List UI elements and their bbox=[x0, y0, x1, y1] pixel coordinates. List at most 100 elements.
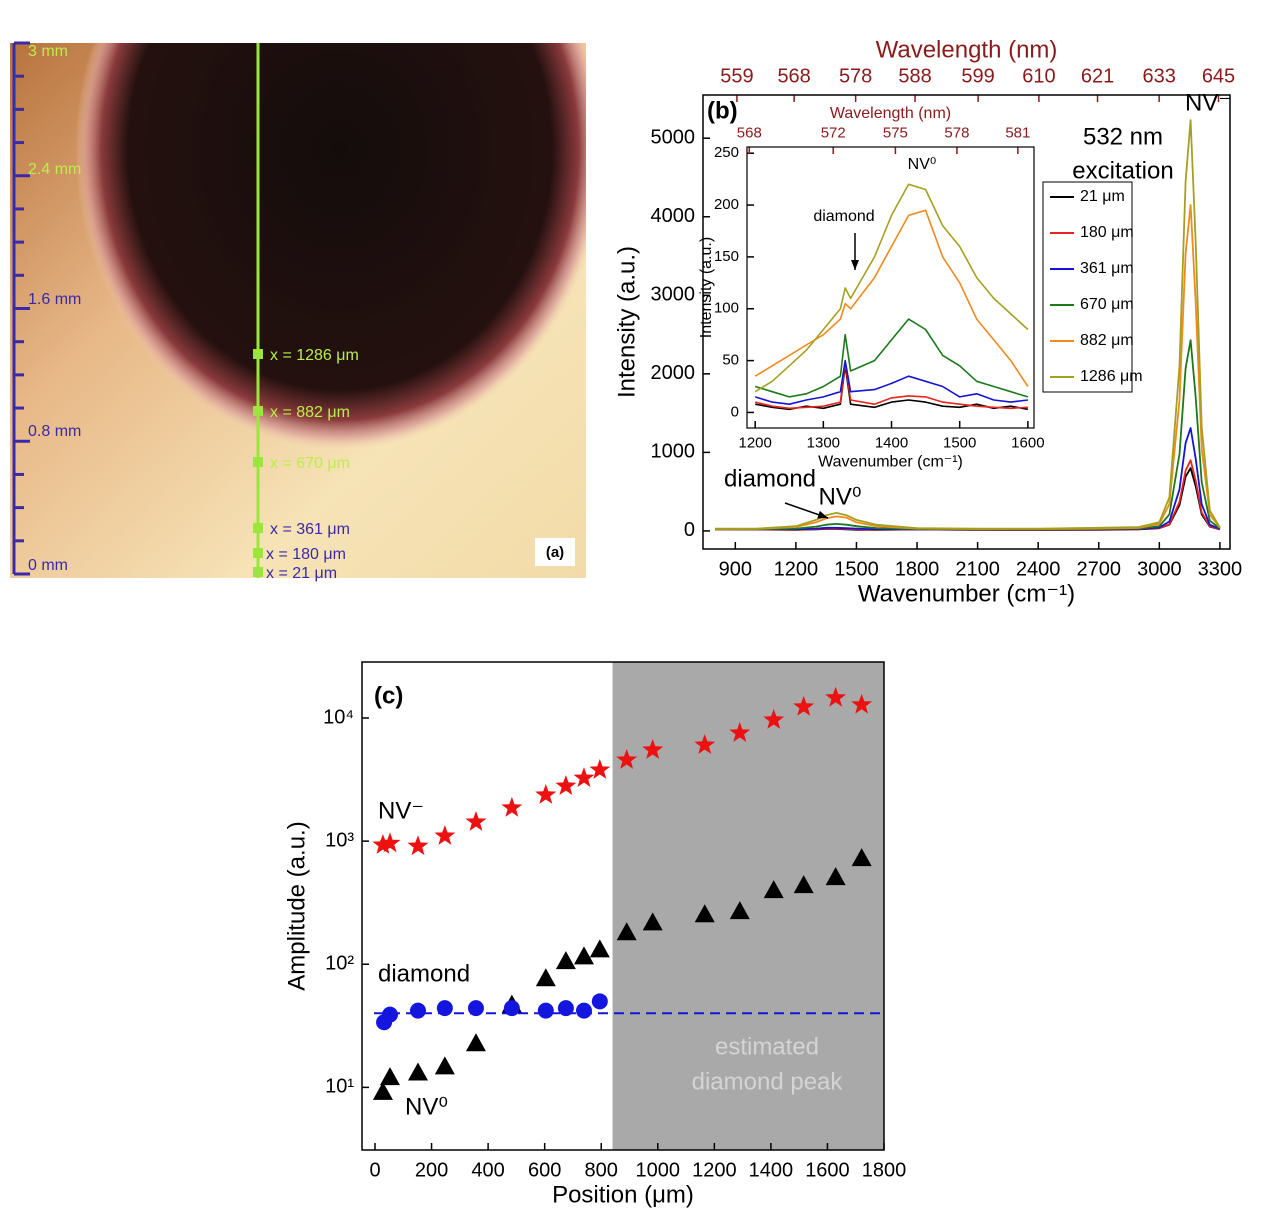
x2-tick-label: 568 bbox=[777, 65, 810, 87]
nvminus-point bbox=[729, 722, 751, 742]
nvminus-point bbox=[825, 686, 847, 707]
nvminus-point bbox=[616, 749, 638, 769]
y-tick-label: 5000 bbox=[651, 126, 696, 148]
y-tick-label: 150 bbox=[714, 248, 739, 265]
position-marker bbox=[253, 406, 263, 416]
shaded-label: estimated bbox=[715, 1033, 819, 1060]
excitation-label: 532 nm bbox=[1083, 123, 1163, 150]
x2-tick-label: 578 bbox=[944, 124, 969, 141]
x2-tick-label: 575 bbox=[883, 124, 908, 141]
y-tick-label: 10⁴ bbox=[323, 706, 354, 728]
nv0-point bbox=[372, 1081, 393, 1100]
x2-tick-label: 578 bbox=[839, 65, 872, 87]
spectrum-line bbox=[754, 359, 1028, 405]
position-label: x = 180 μm bbox=[266, 546, 346, 563]
x-tick-label: 600 bbox=[528, 1159, 561, 1181]
y-tick-label: 1000 bbox=[651, 441, 696, 463]
nvminus-point bbox=[379, 832, 401, 853]
diamond-point bbox=[467, 1000, 484, 1017]
spectrum-line bbox=[754, 209, 1029, 387]
x2-tick-label: 645 bbox=[1202, 65, 1235, 87]
nv0-label: NV⁰ bbox=[908, 156, 937, 173]
nvminus-point bbox=[793, 695, 815, 716]
photo-panel: 3 mm 2.4 mm 1.6 mm 0.8 mm 0 mm x = 1286 μm x =… bbox=[10, 41, 586, 582]
nv0-point bbox=[851, 848, 872, 867]
spectrum-line bbox=[754, 318, 1029, 398]
position-label: x = 21 μm bbox=[266, 565, 337, 582]
panel-label: (a) bbox=[546, 544, 564, 561]
x2-tick-label: 568 bbox=[737, 124, 762, 141]
x-tick-label: 1500 bbox=[943, 435, 976, 452]
scale-label: 2.4 mm bbox=[28, 161, 81, 178]
legend-label: 361 μm bbox=[1080, 260, 1134, 277]
charts: 900 1200 1500 1800 2100 2400 2700 3000 330001000… bbox=[283, 36, 1242, 1208]
diamond-label: diamond bbox=[813, 208, 874, 225]
position-marker bbox=[253, 567, 263, 577]
diamond-arrow-head bbox=[817, 510, 828, 519]
legend-label: 882 μm bbox=[1080, 332, 1134, 349]
x-tick-label: 1800 bbox=[862, 1159, 907, 1181]
x2-axis-title: Wavelength (nm) bbox=[876, 36, 1058, 63]
x-tick-label: 1000 bbox=[636, 1159, 681, 1181]
y-tick-label: 10³ bbox=[325, 829, 354, 851]
nvminus-point bbox=[434, 825, 456, 845]
diamond-point bbox=[381, 1006, 398, 1023]
position-label: x = 882 μm bbox=[270, 404, 350, 421]
y-tick-label: 0 bbox=[684, 519, 695, 541]
diamond-label: diamond bbox=[724, 465, 816, 492]
x-tick-label: 1200 bbox=[692, 1159, 737, 1181]
scale-label: 0.8 mm bbox=[28, 423, 81, 440]
y-axis-title: Intensity (a.u.) bbox=[613, 246, 640, 398]
nv0-point bbox=[434, 1056, 455, 1075]
nvminus-point bbox=[573, 767, 595, 787]
plot-frame bbox=[746, 146, 1035, 429]
spectrum-line bbox=[755, 361, 1028, 410]
nv0-point bbox=[379, 1067, 400, 1086]
plot-frame bbox=[702, 94, 1231, 550]
nv0-label: NV⁰ bbox=[819, 483, 862, 510]
x-tick-label: 200 bbox=[415, 1159, 448, 1181]
position-marker bbox=[253, 523, 263, 533]
y-tick-label: 10² bbox=[325, 953, 354, 975]
photo-labels: 3 mm 2.4 mm 1.6 mm 0.8 mm 0 mm x = 1286 μm x =… bbox=[14, 41, 359, 582]
position-label: x = 361 μm bbox=[270, 521, 350, 538]
nvminus-point bbox=[535, 784, 557, 804]
spectrum-line bbox=[754, 183, 1029, 393]
nv0-point bbox=[465, 1033, 486, 1052]
x-tick-label: 3300 bbox=[1198, 558, 1243, 580]
peak-label: NV⁻ bbox=[1185, 89, 1231, 116]
y-axis-title: Intensity (a.u.) bbox=[698, 237, 715, 338]
nv0-point bbox=[642, 912, 663, 931]
diamond-point bbox=[537, 1002, 554, 1019]
nv0-point bbox=[825, 867, 846, 886]
y-tick-label: 10¹ bbox=[325, 1076, 354, 1098]
photo-dark-region bbox=[75, 43, 586, 450]
y-tick-label: 4000 bbox=[651, 205, 696, 227]
position-marker bbox=[253, 457, 263, 467]
excitation-label: excitation bbox=[1072, 157, 1173, 184]
position-label: x = 670 μm bbox=[270, 455, 350, 472]
nv0-point bbox=[763, 880, 784, 899]
nvminus-point bbox=[555, 775, 577, 795]
series-label: diamond bbox=[378, 960, 470, 987]
x2-tick-label: 599 bbox=[961, 65, 994, 87]
nv0-point bbox=[535, 968, 556, 987]
y-tick-label: 250 bbox=[714, 144, 739, 161]
scale-label: 1.6 mm bbox=[28, 291, 81, 308]
legend-box bbox=[1042, 181, 1133, 393]
inset-background bbox=[747, 147, 1034, 428]
shaded-label: diamond peak bbox=[692, 1068, 844, 1095]
series-label: NV⁰ bbox=[405, 1093, 448, 1120]
x-tick-label: 1600 bbox=[1011, 435, 1044, 452]
nvminus-point bbox=[372, 834, 394, 854]
nv0-point bbox=[407, 1062, 428, 1081]
x-tick-label: 1800 bbox=[895, 558, 940, 580]
x-tick-label: 2400 bbox=[1016, 558, 1061, 580]
x-axis-title: Position (μm) bbox=[552, 1181, 694, 1208]
y-tick-label: 50 bbox=[722, 352, 739, 369]
x2-tick-label: 572 bbox=[821, 124, 846, 141]
x2-tick-label: 581 bbox=[1005, 124, 1030, 141]
shaded-region bbox=[612, 662, 884, 1150]
diamond-point bbox=[591, 993, 608, 1010]
